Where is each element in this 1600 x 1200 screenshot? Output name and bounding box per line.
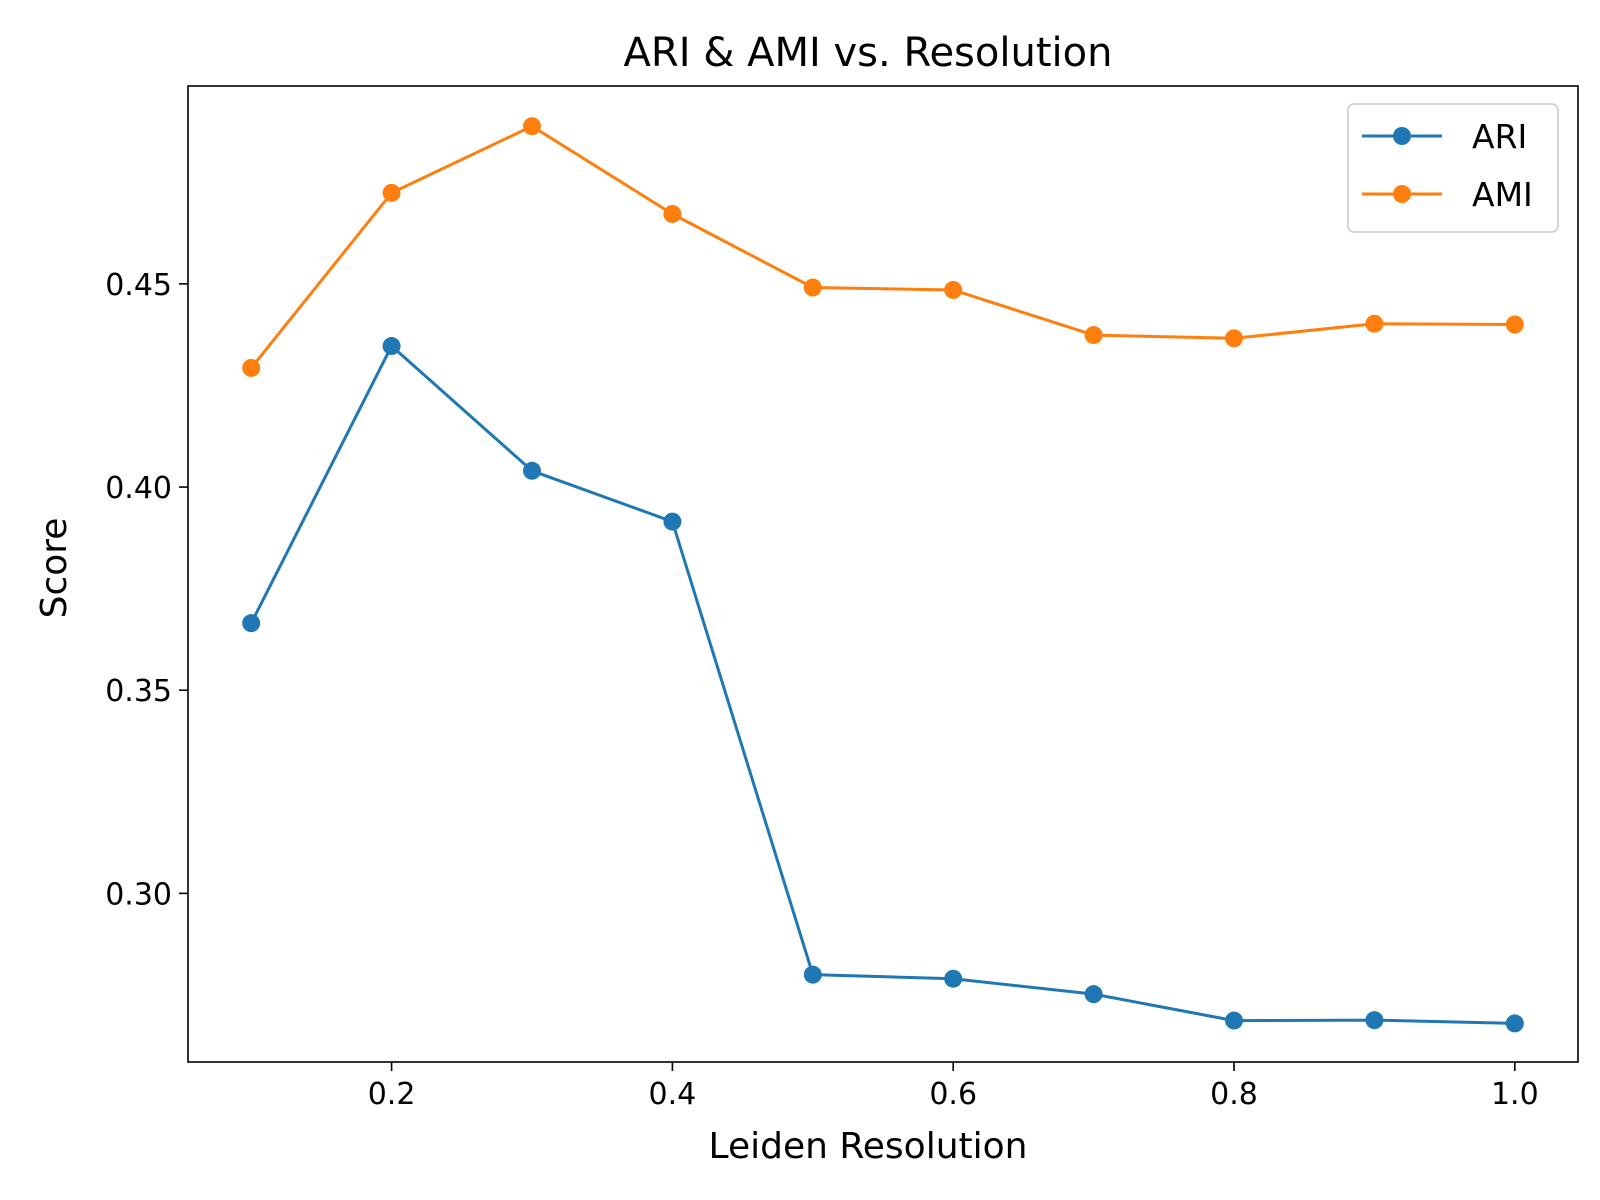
ari-data-point — [1225, 1011, 1244, 1030]
legend-ari-label: ARI — [1472, 117, 1527, 156]
ami-data-point — [663, 204, 682, 223]
ari-data-point — [382, 337, 401, 356]
ari-data-point — [803, 965, 822, 984]
ari-data-point — [944, 969, 963, 988]
ami-data-point — [803, 278, 822, 297]
x-tick-label: 0.2 — [368, 1077, 416, 1112]
x-tick-label: 0.6 — [929, 1077, 977, 1112]
plot-frame — [187, 85, 1579, 1063]
x-tick-label: 0.4 — [649, 1077, 697, 1112]
y-tick-label: 0.45 — [105, 268, 172, 303]
y-tick-label: 0.40 — [105, 471, 172, 506]
ami-data-point — [1084, 326, 1103, 345]
ami-data-point — [522, 117, 541, 136]
y-tick-label: 0.35 — [105, 674, 172, 709]
legend-ami-marker — [1393, 185, 1411, 203]
x-tick-label: 0.8 — [1210, 1077, 1258, 1112]
x-axis-label: Leiden Resolution — [709, 1126, 1028, 1167]
legend-ami-label: AMI — [1472, 175, 1533, 214]
plot-area: 0.2 0.4 0.6 0.8 1.0 0.30 0.35 0.40 0.45 ARI AMI — [105, 85, 1579, 1112]
chart-title: ARI & AMI vs. Resolution — [624, 30, 1113, 76]
ami-series-line — [250, 124, 1515, 369]
ari-data-point — [1505, 1014, 1524, 1033]
legend-ari-marker — [1393, 127, 1411, 145]
ami-data-point — [1505, 315, 1524, 334]
ari-data-point — [1365, 1011, 1384, 1030]
x-tick-label: 1.0 — [1491, 1077, 1539, 1112]
ari-series-line — [249, 344, 1515, 1025]
ari-data-point — [1084, 985, 1103, 1004]
y-axis-label: Score — [34, 518, 75, 619]
ari-data-point — [522, 461, 541, 480]
y-tick-label: 0.30 — [105, 877, 172, 912]
ami-data-point — [1365, 314, 1384, 333]
ami-data-point — [1225, 329, 1244, 348]
ami-data-point — [944, 280, 963, 299]
ari-data-point — [242, 614, 261, 633]
ari-data-point — [663, 512, 682, 531]
ami-data-point — [382, 183, 401, 202]
ami-data-point — [242, 358, 261, 377]
